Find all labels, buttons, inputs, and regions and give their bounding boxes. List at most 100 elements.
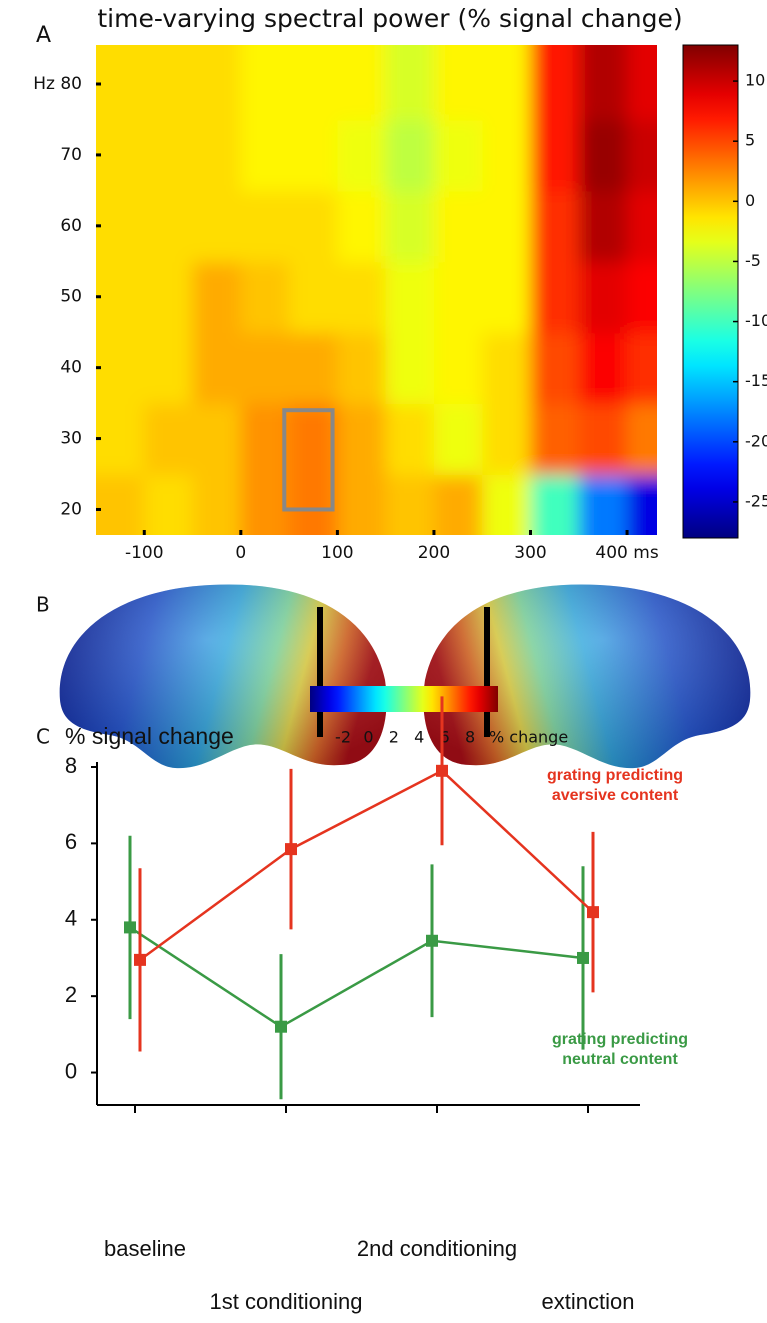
heatmap-cell (627, 261, 657, 334)
heatmap-cell (240, 332, 291, 405)
colorbar-tick-label: 0 (363, 728, 373, 747)
heatmap-cell (385, 261, 435, 334)
highlight-box (282, 408, 335, 512)
y-tick-label: 60 (60, 216, 82, 236)
heatmap-cell (627, 474, 657, 535)
heatmap-cell (144, 332, 194, 405)
marker (124, 921, 136, 934)
y-tick-label: 4 (65, 906, 77, 931)
x-tick-label: 100 (321, 543, 353, 563)
heatmap-cell (289, 261, 339, 334)
heatmap-cell (627, 190, 657, 263)
marker (134, 953, 146, 966)
y-tick-label: 8 (65, 753, 77, 778)
heatmap-cell (337, 474, 387, 535)
heatmap-cell (289, 190, 339, 263)
x-tick-label: 300 (514, 543, 546, 563)
heatmap-cell (240, 45, 291, 121)
heatmap-cell (433, 332, 484, 405)
heatmap-cell (482, 119, 532, 192)
heatmap-cell (144, 261, 194, 334)
heatmap-cell (578, 403, 629, 476)
heatmap-cell (337, 332, 387, 405)
heatmap-cell (96, 403, 146, 476)
legend-entry: grating predicting neutral content (552, 1031, 688, 1068)
heatmap-cell (482, 261, 532, 334)
heatmap-cell (482, 403, 532, 476)
heatmap-cell (433, 119, 484, 192)
heatmap-cell (337, 45, 387, 121)
x-tick-label: 200 (418, 543, 450, 563)
y-axis-title: % signal change (65, 723, 234, 749)
heatmap-cell (578, 45, 629, 121)
y-tick-label: Hz 80 (33, 74, 82, 94)
marker (285, 843, 297, 856)
marker (436, 764, 448, 777)
heatmap-cell (627, 403, 657, 476)
y-tick-label: 0 (65, 1058, 77, 1083)
heatmap-cell (96, 45, 146, 121)
heatmap-cell (289, 403, 339, 476)
colorbar-tick-label: 8 (465, 728, 475, 747)
heatmap-cell (240, 474, 291, 535)
colorbar-tick-label: 5 (745, 131, 755, 150)
y-tick-label: 2 (65, 982, 77, 1007)
heatmap-cell (337, 190, 387, 263)
heatmap-cell (289, 45, 339, 121)
colorbar-tick-label: -25 (745, 491, 767, 510)
heatmap-cell (433, 474, 484, 535)
x-tick-label: 2nd conditioning (357, 1236, 517, 1261)
x-tick-label: baseline (104, 1236, 186, 1261)
heatmap-cell (192, 403, 242, 476)
heatmap-cell (530, 261, 580, 334)
heatmap-cell (627, 45, 657, 121)
heatmap-cell (627, 119, 657, 192)
colorbar-tick-label: -5 (745, 251, 761, 270)
panel-label: B (36, 593, 50, 617)
colorbar-tick-label: 0 (745, 191, 755, 210)
heatmap-cell (433, 261, 484, 334)
heatmap-cell (578, 261, 629, 334)
panel-a: A time-varying spectral power (% signal … (33, 4, 767, 563)
legend-entry: grating predicting aversive content (547, 767, 683, 804)
heatmap-cell (530, 190, 580, 263)
heatmap-cell (530, 45, 580, 121)
heatmap-cell (385, 474, 435, 535)
heatmap-cell (530, 403, 580, 476)
colorbar-tick-label: 6 (440, 728, 450, 747)
y-tick-label: 40 (60, 358, 82, 378)
heatmap (96, 45, 657, 535)
heatmap-cell (144, 45, 194, 121)
colorbar-tick-label: 10 % (745, 71, 767, 90)
x-tick-label: -100 (125, 543, 164, 563)
heatmap-cell (192, 332, 242, 405)
colorbar-tick-label: -10 (745, 311, 767, 330)
heatmap-cell (578, 119, 629, 192)
heatmap-cell (385, 119, 435, 192)
heatmap-cell (144, 474, 194, 535)
heatmap-cell (289, 119, 339, 192)
y-tick-label: 30 (60, 429, 82, 449)
heatmap-cells (96, 45, 657, 535)
colorbar-tick-label: 4 (414, 728, 424, 747)
heatmap-cell (530, 474, 580, 535)
heatmap-cell (240, 190, 291, 263)
heatmap-cell (482, 190, 532, 263)
heatmap-cell (385, 332, 435, 405)
colorbar-tick-label: -2 (335, 728, 351, 747)
heatmap-cell (578, 474, 629, 535)
y-tick-label: 70 (60, 145, 82, 165)
heatmap-cell (337, 261, 387, 334)
heatmap-cell (433, 45, 484, 121)
colorbar-tick-label: -15 (745, 371, 767, 390)
heatmap-cell (144, 403, 194, 476)
colorbar (310, 686, 498, 712)
heatmap-cell (192, 119, 242, 192)
heatmap-cell (530, 332, 580, 405)
heatmap-cell (289, 332, 339, 405)
heatmap-cell (96, 261, 146, 334)
heatmap-cell (433, 190, 484, 263)
